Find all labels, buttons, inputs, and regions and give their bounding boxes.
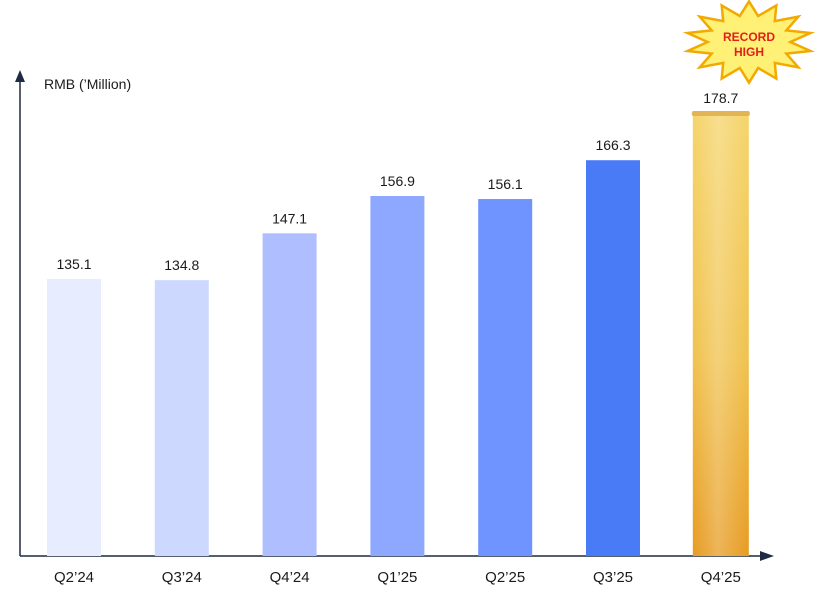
badge-text-line2: HIGH [734,45,764,59]
x-tick-label-3: Q1’25 [377,569,417,586]
x-tick-label-1: Q3’24 [162,569,202,586]
x-tick-label-2: Q4’24 [270,569,310,586]
value-label-5: 166.3 [595,137,630,153]
starburst-icon [682,0,816,85]
bar-3 [370,196,425,556]
bar-0 [47,279,101,556]
value-labels-layer: 135.1 134.8 147.1 156.9 156.1 166.3 178.7 [56,90,738,273]
value-label-6: 178.7 [703,90,738,106]
record-high-badge: RECORD HIGH [682,0,816,85]
x-tick-labels-layer: Q2’24 Q3’24 Q4’24 Q1’25 Q2’25 Q3’25 Q4’25 [54,569,741,586]
x-tick-label-4: Q2’25 [485,569,525,586]
bars-layer [47,111,750,557]
x-tick-label-5: Q3’25 [593,569,633,586]
value-label-3: 156.9 [380,173,415,189]
badge-text-line1: RECORD [723,30,775,44]
bar-5 [586,160,640,557]
x-tick-label-6: Q4’25 [701,569,741,586]
y-axis-arrow [15,70,25,82]
value-label-0: 135.1 [56,256,91,272]
y-axis-label: RMB (’Million) [44,76,131,92]
x-axis-arrow [760,551,774,561]
bar-4 [478,199,533,556]
x-tick-label-0: Q2’24 [54,569,94,586]
bar-highlight-cap [691,111,750,116]
value-label-1: 134.8 [164,257,199,273]
value-label-4: 156.1 [488,176,523,192]
bar-highlight-shine [692,113,749,556]
bar-1 [154,280,209,556]
value-label-2: 147.1 [272,210,307,226]
bar-2 [262,233,317,556]
